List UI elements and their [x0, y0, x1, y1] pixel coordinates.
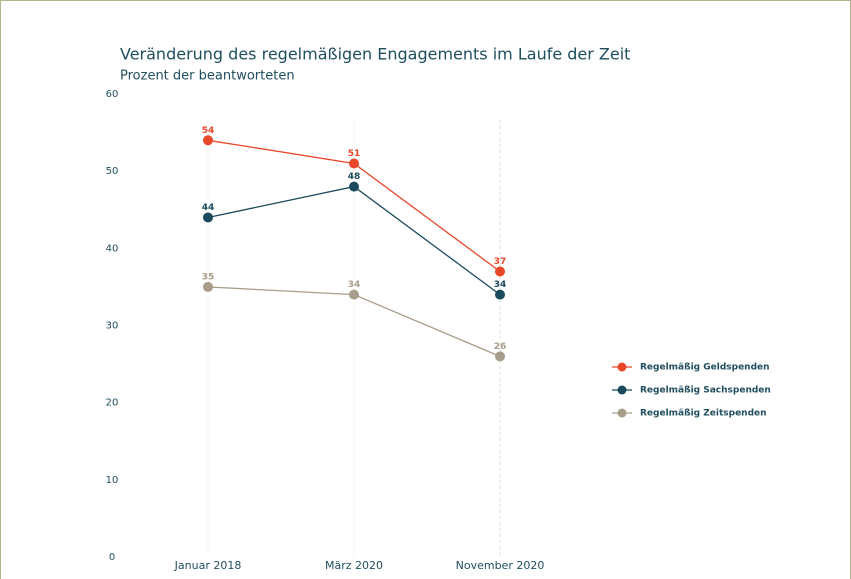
legend-marker	[617, 362, 627, 372]
y-tick-label: 10	[106, 475, 119, 486]
point	[203, 135, 213, 146]
data-label: 37	[494, 257, 507, 267]
y-tick-label: 60	[106, 89, 119, 100]
point	[349, 181, 359, 192]
data-label: 35	[202, 272, 215, 282]
y-tick-label: 50	[106, 166, 119, 177]
point	[495, 351, 505, 362]
x-tick-label: Januar 2018	[174, 559, 242, 572]
data-label: 48	[348, 172, 361, 182]
point	[203, 212, 213, 223]
data-label: 54	[202, 126, 215, 136]
point	[495, 266, 505, 277]
y-tick-label: 20	[106, 398, 119, 409]
x-tick-label: März 2020	[325, 559, 383, 572]
chart-subtitle: Prozent der beantworteten	[120, 69, 295, 84]
point	[349, 289, 359, 300]
data-label: 34	[494, 280, 507, 290]
data-label: 51	[348, 149, 361, 159]
legend-label: Regelmäßig Geldspenden	[640, 363, 770, 373]
y-tick-label: 0	[109, 552, 115, 563]
data-label: 44	[202, 203, 215, 213]
chart-title: Veränderung des regelmäßigen Engagements…	[120, 45, 630, 64]
point	[495, 289, 505, 300]
legend-label: Regelmäßig Sachspenden	[640, 386, 771, 396]
point	[203, 281, 213, 292]
y-tick-label: 30	[106, 321, 119, 332]
point	[349, 158, 359, 169]
legend-marker	[617, 408, 627, 418]
data-label: 34	[348, 280, 361, 290]
data-label: 26	[494, 342, 507, 352]
legend-marker	[617, 385, 627, 395]
legend-label: Regelmäßig Zeitspenden	[640, 409, 767, 419]
y-tick-label: 40	[106, 243, 119, 254]
x-tick-label: November 2020	[456, 559, 545, 572]
